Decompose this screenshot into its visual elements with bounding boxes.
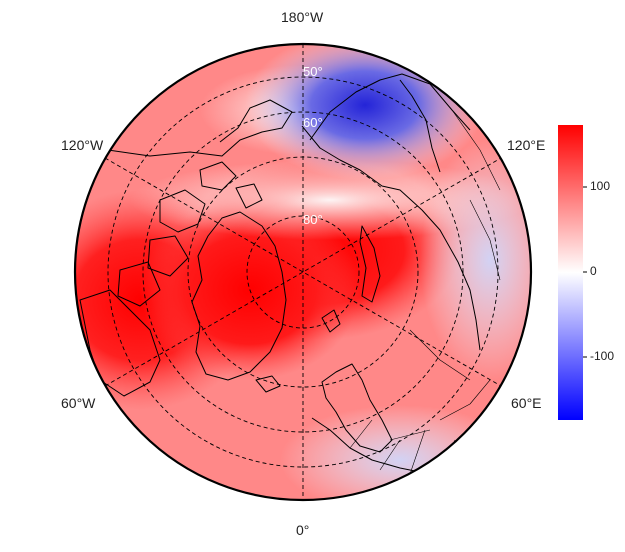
colorbar-label-neg100: -100 — [590, 349, 615, 363]
lat-label-80: 80° — [303, 212, 323, 227]
meridian-120w-60e — [104, 157, 502, 387]
lat-label-50: 50° — [303, 64, 323, 79]
lat-label-60: 60° — [303, 115, 323, 130]
colorbar-label-100: 100 — [590, 179, 611, 193]
colorbar — [558, 125, 583, 420]
graticule — [104, 44, 502, 500]
meridian-label-60w: 60°W — [61, 395, 96, 411]
svalbard — [321, 309, 341, 333]
meridian-label-120e: 120°E — [507, 137, 546, 153]
meridian-label-120w: 120°W — [61, 137, 104, 153]
iceland — [255, 375, 281, 393]
asian-borders — [409, 109, 501, 381]
meridian-60w-120e — [104, 157, 502, 387]
meridian-label-0: 0° — [296, 522, 310, 538]
canadian-archipelago — [117, 161, 263, 307]
anomaly-field — [75, 44, 531, 500]
colorbar-label-0: 0 — [590, 264, 597, 278]
meridian-label-60e: 60°E — [511, 395, 542, 411]
meridian-label-180w: 180°W — [281, 9, 324, 25]
parallel-60 — [142, 111, 464, 433]
scandinavia-coast — [321, 363, 393, 453]
alaska-coast — [107, 99, 293, 157]
siberia-coast — [301, 73, 481, 351]
map-boundary — [73, 42, 533, 502]
greenland-coast — [191, 211, 287, 381]
novaya-zemlya — [359, 225, 381, 303]
kamchatka-coast — [399, 79, 441, 173]
